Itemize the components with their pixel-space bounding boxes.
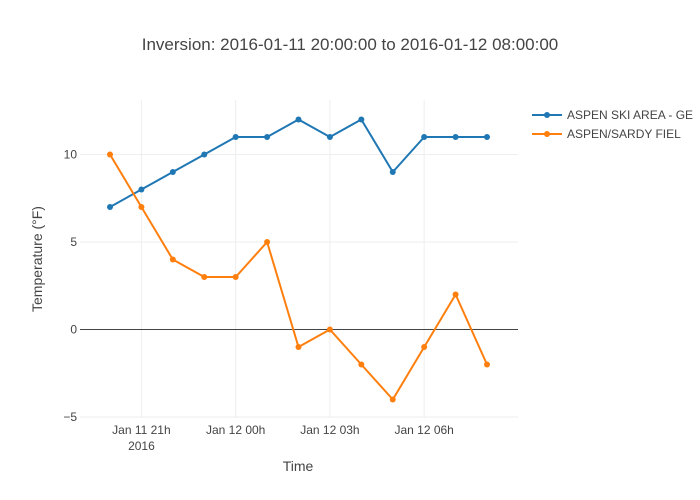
x-axis-ticks: Jan 11 21h 2016 Jan 12 00h Jan 12 03h Jan 12… [112,423,454,453]
data-point[interactable] [107,151,113,158]
data-point[interactable] [232,134,239,140]
legend-item[interactable]: ASPEN/SARDY FIEL [532,127,681,141]
data-point[interactable] [484,361,490,368]
data-point[interactable] [264,134,271,140]
data-point[interactable] [169,256,176,263]
data-point[interactable] [358,116,365,123]
data-point[interactable] [295,344,302,350]
series-2 [107,151,490,403]
data-point[interactable] [138,186,145,193]
x-tick-label: Jan 12 06h [394,423,453,437]
legend-label: ASPEN/SARDY FIEL [567,127,681,141]
data-point[interactable] [421,134,428,140]
chart-title: Inversion: 2016-01-11 20:00:00 to 2016-0… [142,35,559,54]
y-tick-label: 5 [70,235,77,249]
x-tick-label: Jan 12 03h [300,423,359,437]
series-line [109,153,488,401]
grid [80,100,518,418]
legend[interactable]: ASPEN SKI AREA - GE ASPEN/SARDY FIEL [532,108,693,141]
data-point[interactable] [389,396,396,403]
y-tick-label: 0 [70,323,77,337]
data-point[interactable] [295,116,302,123]
data-point[interactable] [389,169,396,175]
data-point[interactable] [201,151,208,158]
x-axis-title: Time [283,458,314,474]
x-tick-sublabel: 2016 [128,439,155,453]
data-point[interactable] [169,169,176,175]
legend-item[interactable]: ASPEN SKI AREA - GE [532,108,693,122]
data-point[interactable] [326,134,333,140]
data-point[interactable] [421,344,428,350]
data-point[interactable] [484,134,490,140]
data-point[interactable] [452,134,459,140]
data-point[interactable] [232,274,239,280]
series-line [109,118,487,208]
y-axis-ticks: −5 0 5 10 [63,148,77,425]
data-point[interactable] [107,204,113,210]
legend-swatch-marker [544,131,550,137]
data-point[interactable] [452,291,459,298]
y-axis-title: Temperature (°F) [29,206,45,312]
data-point[interactable] [264,239,271,245]
legend-label: ASPEN SKI AREA - GE [567,108,693,122]
data-point[interactable] [201,274,208,280]
y-tick-label: −5 [63,410,77,424]
data-point[interactable] [326,326,333,333]
series-1 [107,116,490,210]
series-layer [107,116,490,403]
legend-swatch-marker [544,112,550,118]
x-tick-label: Jan 12 00h [206,423,265,437]
data-point[interactable] [358,361,365,368]
data-point[interactable] [138,204,145,210]
x-tick-label: Jan 11 21h [112,423,171,437]
y-tick-label: 10 [64,148,78,162]
